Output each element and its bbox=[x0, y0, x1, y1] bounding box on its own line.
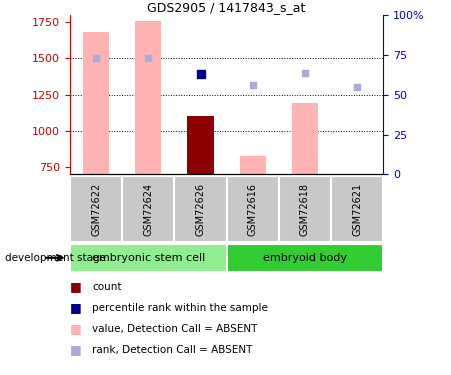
Bar bbox=[135, 21, 161, 174]
Text: ■: ■ bbox=[70, 344, 82, 356]
Bar bbox=[70, 176, 122, 242]
Text: development stage: development stage bbox=[5, 253, 106, 263]
Text: percentile rank within the sample: percentile rank within the sample bbox=[92, 303, 268, 313]
Bar bbox=[239, 156, 266, 174]
Point bbox=[249, 82, 256, 88]
Text: ■: ■ bbox=[70, 322, 82, 335]
Bar bbox=[175, 176, 226, 242]
Point bbox=[92, 56, 100, 62]
Bar bbox=[70, 244, 226, 272]
Text: ■: ■ bbox=[70, 302, 82, 314]
Text: GSM72624: GSM72624 bbox=[143, 183, 153, 236]
Point bbox=[197, 71, 204, 77]
Text: GSM72618: GSM72618 bbox=[300, 183, 310, 236]
Bar bbox=[226, 176, 279, 242]
Text: GSM72621: GSM72621 bbox=[352, 183, 362, 236]
Point bbox=[301, 70, 308, 76]
Text: value, Detection Call = ABSENT: value, Detection Call = ABSENT bbox=[92, 324, 258, 334]
Bar bbox=[122, 176, 175, 242]
Text: embryonic stem cell: embryonic stem cell bbox=[92, 253, 205, 263]
Bar bbox=[188, 116, 214, 174]
Bar bbox=[279, 176, 331, 242]
Text: rank, Detection Call = ABSENT: rank, Detection Call = ABSENT bbox=[92, 345, 253, 355]
Title: GDS2905 / 1417843_s_at: GDS2905 / 1417843_s_at bbox=[147, 1, 306, 14]
Bar bbox=[226, 244, 383, 272]
Text: ■: ■ bbox=[70, 280, 82, 293]
Point bbox=[354, 84, 361, 90]
Point bbox=[145, 56, 152, 62]
Bar bbox=[292, 104, 318, 174]
Text: GSM72616: GSM72616 bbox=[248, 183, 258, 236]
Text: GSM72622: GSM72622 bbox=[91, 183, 101, 236]
Text: GSM72626: GSM72626 bbox=[195, 183, 206, 236]
Text: embryoid body: embryoid body bbox=[263, 253, 347, 263]
Bar bbox=[331, 176, 383, 242]
Text: count: count bbox=[92, 282, 122, 292]
Bar bbox=[83, 32, 109, 174]
